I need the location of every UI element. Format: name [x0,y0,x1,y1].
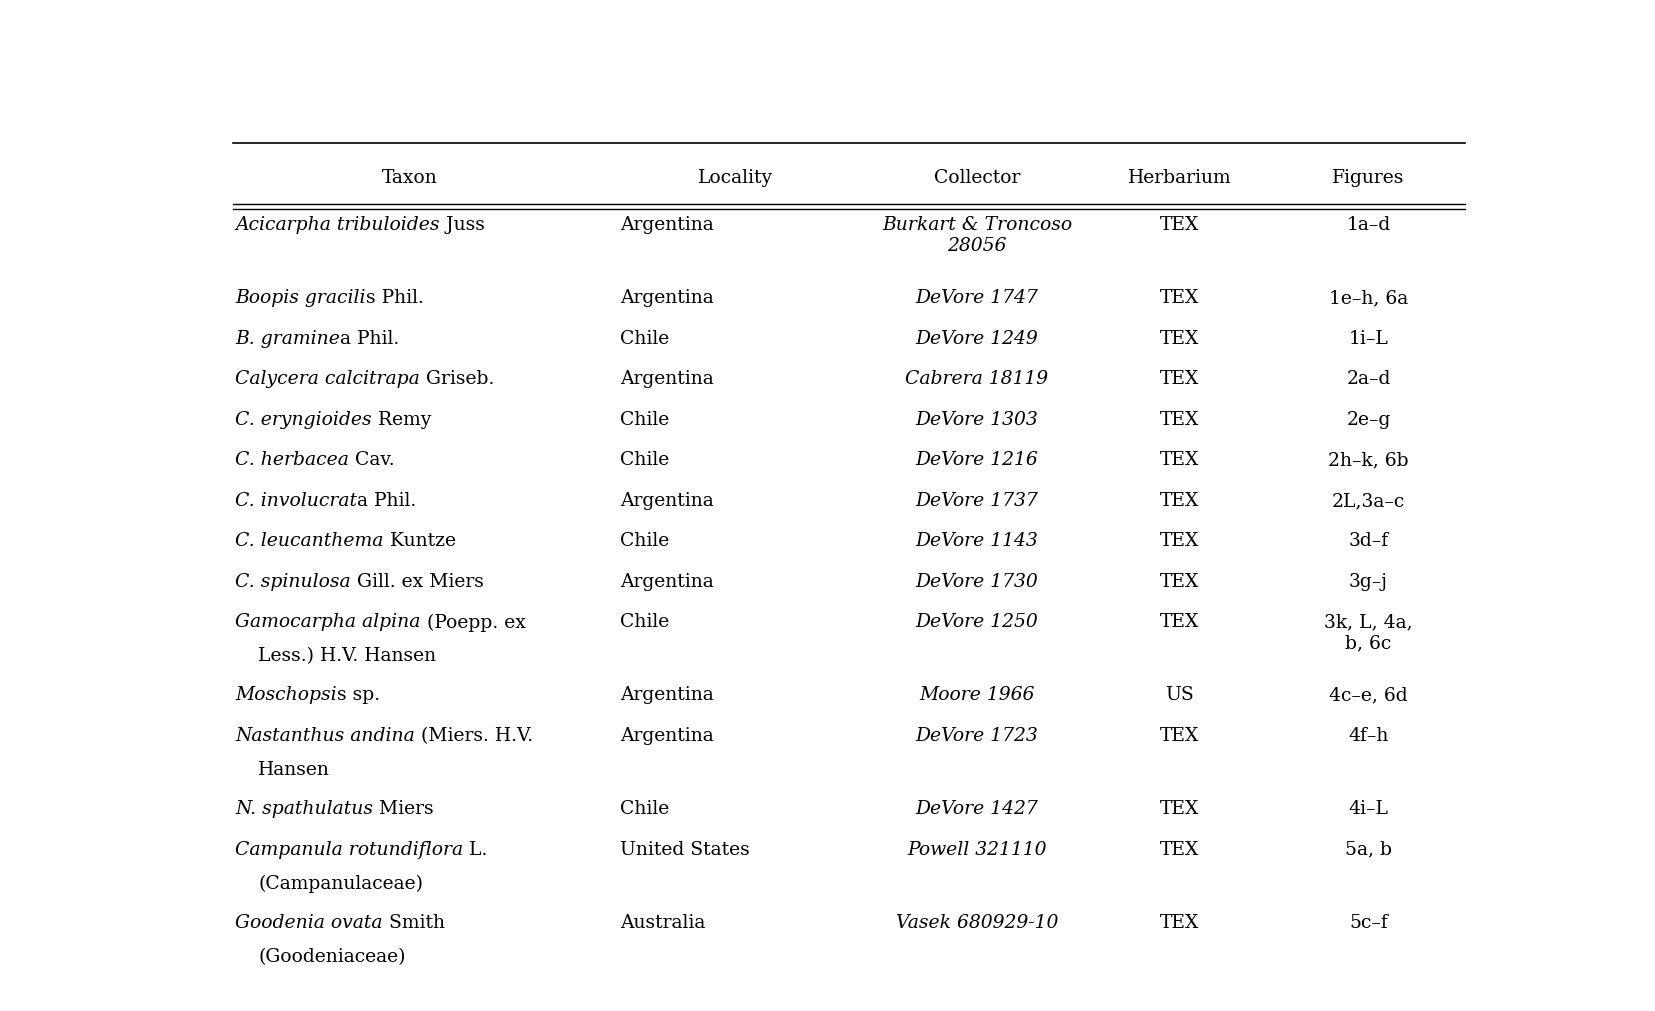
Text: TEX: TEX [1160,289,1198,307]
Text: (Miers. H.V.: (Miers. H.V. [415,727,533,745]
Text: 5c–f: 5c–f [1349,914,1387,932]
Text: DeVore 1216: DeVore 1216 [915,451,1038,469]
Text: Chile: Chile [621,614,669,631]
Text: (Poepp. ex: (Poepp. ex [420,614,525,632]
Text: B. gramine: B. gramine [235,330,339,348]
Text: Gamocarpha alpina: Gamocarpha alpina [235,614,420,631]
Text: TEX: TEX [1160,216,1198,235]
Text: Locality: Locality [698,169,773,187]
Text: Collector: Collector [933,169,1019,187]
Text: DeVore 1730: DeVore 1730 [915,573,1038,590]
Text: Smith: Smith [382,914,445,932]
Text: TEX: TEX [1160,914,1198,932]
Text: Remy: Remy [372,410,430,429]
Text: 4i–L: 4i–L [1347,800,1387,818]
Text: Argentina: Argentina [621,686,713,705]
Text: Gill. ex Miers: Gill. ex Miers [351,573,483,590]
Text: 5a, b: 5a, b [1344,840,1392,858]
Text: TEX: TEX [1160,330,1198,348]
Text: (Campanulaceae): (Campanulaceae) [258,875,424,893]
Text: 3d–f: 3d–f [1347,533,1387,550]
Text: TEX: TEX [1160,533,1198,550]
Text: Figures: Figures [1332,169,1403,187]
Text: C. eryngioides: C. eryngioides [235,410,372,429]
Text: Argentina: Argentina [621,573,713,590]
Text: 3k, L, 4a,
b, 6c: 3k, L, 4a, b, 6c [1324,614,1412,652]
Text: (Goodeniaceae): (Goodeniaceae) [258,948,405,967]
Text: DeVore 1143: DeVore 1143 [915,533,1038,550]
Text: N. spathulatus: N. spathulatus [235,800,372,818]
Text: C. involucrat: C. involucrat [235,492,357,510]
Text: Goodenia ovata: Goodenia ovata [235,914,382,932]
Text: Kuntze: Kuntze [384,533,455,550]
Text: C. herbacea: C. herbacea [235,451,349,469]
Text: Argentina: Argentina [621,492,713,510]
Text: Chile: Chile [621,533,669,550]
Text: DeVore 1747: DeVore 1747 [915,289,1038,307]
Text: Chile: Chile [621,800,669,818]
Text: Calycera calcitrapa: Calycera calcitrapa [235,370,420,388]
Text: DeVore 1249: DeVore 1249 [915,330,1038,348]
Text: TEX: TEX [1160,614,1198,631]
Text: 2L,3a–c: 2L,3a–c [1331,492,1403,510]
Text: Moschopsi: Moschopsi [235,686,336,705]
Text: 1a–d: 1a–d [1346,216,1390,235]
Text: Argentina: Argentina [621,216,713,235]
Text: Campanula rotundiflora: Campanula rotundiflora [235,840,463,858]
Text: TEX: TEX [1160,573,1198,590]
Text: US: US [1165,686,1193,705]
Text: United States: United States [621,840,750,858]
Text: TEX: TEX [1160,840,1198,858]
Text: Less.) H.V. Hansen: Less.) H.V. Hansen [258,648,437,665]
Text: 4c–e, 6d: 4c–e, 6d [1329,686,1407,705]
Text: 3g–j: 3g–j [1349,573,1387,590]
Text: Chile: Chile [621,451,669,469]
Text: Argentina: Argentina [621,727,713,745]
Text: Hansen: Hansen [258,761,329,779]
Text: Miers: Miers [372,800,434,818]
Text: Vasek 680929-10: Vasek 680929-10 [895,914,1058,932]
Text: TEX: TEX [1160,410,1198,429]
Text: 2e–g: 2e–g [1346,410,1390,429]
Text: a Phil.: a Phil. [339,330,399,348]
Text: 1e–h, 6a: 1e–h, 6a [1327,289,1407,307]
Text: Herbarium: Herbarium [1127,169,1231,187]
Text: Chile: Chile [621,330,669,348]
Text: s sp.: s sp. [336,686,379,705]
Text: TEX: TEX [1160,800,1198,818]
Text: Powell 321110: Powell 321110 [907,840,1046,858]
Text: C. leucanthema: C. leucanthema [235,533,384,550]
Text: DeVore 1723: DeVore 1723 [915,727,1038,745]
Text: Boopis gracili: Boopis gracili [235,289,366,307]
Text: s Phil.: s Phil. [366,289,424,307]
Text: Chile: Chile [621,410,669,429]
Text: TEX: TEX [1160,451,1198,469]
Text: Argentina: Argentina [621,289,713,307]
Text: 2a–d: 2a–d [1346,370,1390,388]
Text: a Phil.: a Phil. [357,492,417,510]
Text: C. spinulosa: C. spinulosa [235,573,351,590]
Text: TEX: TEX [1160,727,1198,745]
Text: Juss: Juss [440,216,485,235]
Text: DeVore 1427: DeVore 1427 [915,800,1038,818]
Text: TEX: TEX [1160,370,1198,388]
Text: TEX: TEX [1160,492,1198,510]
Text: Moore 1966: Moore 1966 [919,686,1034,705]
Text: DeVore 1737: DeVore 1737 [915,492,1038,510]
Text: Griseb.: Griseb. [420,370,495,388]
Text: 1i–L: 1i–L [1347,330,1387,348]
Text: Nastanthus andina: Nastanthus andina [235,727,415,745]
Text: Cav.: Cav. [349,451,394,469]
Text: DeVore 1250: DeVore 1250 [915,614,1038,631]
Text: Burkart & Troncoso
28056: Burkart & Troncoso 28056 [882,216,1071,255]
Text: Taxon: Taxon [382,169,437,187]
Text: 2h–k, 6b: 2h–k, 6b [1327,451,1408,469]
Text: 4f–h: 4f–h [1347,727,1389,745]
Text: Australia: Australia [621,914,705,932]
Text: DeVore 1303: DeVore 1303 [915,410,1038,429]
Text: Cabrera 18119: Cabrera 18119 [905,370,1048,388]
Text: L.: L. [463,840,488,858]
Text: Acicarpha tribuloides: Acicarpha tribuloides [235,216,440,235]
Text: Argentina: Argentina [621,370,713,388]
